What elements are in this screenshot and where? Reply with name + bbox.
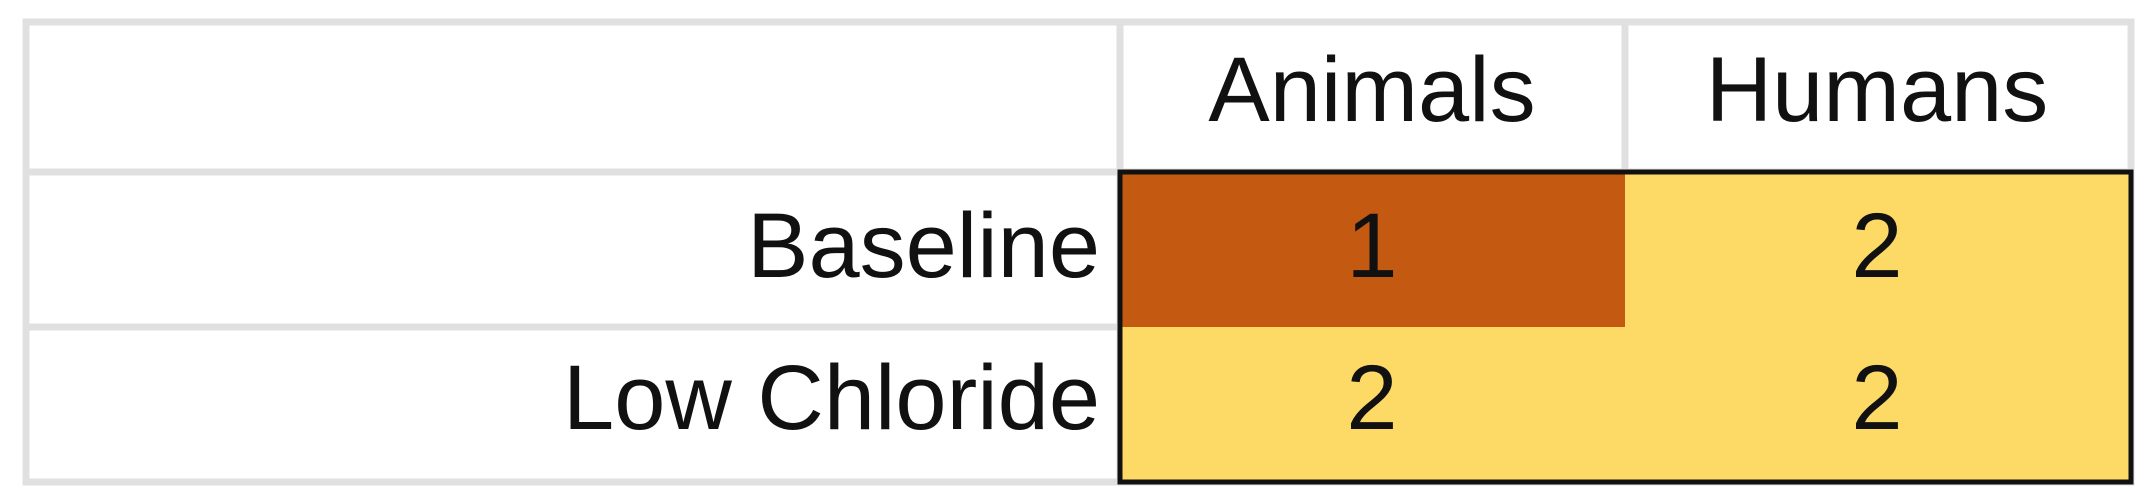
value-lowchloride-humans: 2 [1851,347,1902,449]
col-header-animals: Animals [1208,39,1535,141]
value-baseline-animals: 1 [1346,195,1397,297]
cell-lowchloride-humans [1625,327,2131,482]
row-header-low-chloride: Low Chloride [563,347,1100,449]
value-baseline-humans: 2 [1851,195,1902,297]
col-header-humans: Humans [1706,39,2049,141]
value-lowchloride-animals: 2 [1346,347,1397,449]
row-header-baseline: Baseline [747,195,1100,297]
value-frame [1117,169,2134,485]
cell-baseline-animals [1120,172,1625,327]
cell-baseline-humans [1625,172,2131,327]
cell-lowchloride-animals [1120,327,1625,482]
